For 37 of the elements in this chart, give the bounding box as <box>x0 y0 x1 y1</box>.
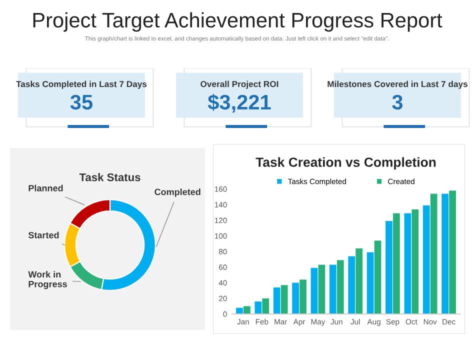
bar <box>273 287 280 314</box>
text: 3 <box>392 94 403 110</box>
slice-label: Work in Progress <box>28 270 67 290</box>
text: Project Target Achievement Progress Report <box>33 12 442 32</box>
bar <box>280 285 288 314</box>
bar <box>300 280 306 314</box>
text: Milestones Covered in Last 7 days <box>328 80 468 89</box>
bar <box>366 252 374 314</box>
text: Overall Project ROI <box>200 80 278 89</box>
bar <box>310 268 318 314</box>
chart-title: Task Status <box>79 173 140 182</box>
text: 35 <box>70 94 92 110</box>
bar <box>254 302 262 314</box>
bar <box>348 256 356 314</box>
bar <box>442 194 448 314</box>
bar <box>412 209 419 314</box>
slice-label: Started <box>28 232 59 238</box>
chart-title: Task Creation vs Completion <box>256 157 436 170</box>
slice-label: Planned <box>28 184 63 192</box>
bar <box>329 264 336 314</box>
bar <box>236 308 243 314</box>
bar <box>336 260 344 314</box>
slice-label: Completed <box>154 188 200 197</box>
bar <box>386 221 392 314</box>
bar <box>318 264 326 314</box>
bar <box>449 190 456 314</box>
bar <box>244 306 250 314</box>
bar <box>374 240 382 314</box>
bar <box>292 282 299 314</box>
bar <box>404 213 412 314</box>
text: Tasks Completed in Last 7 Days <box>16 80 147 89</box>
bar <box>262 298 270 314</box>
bar <box>393 213 400 314</box>
text: $3,221 <box>208 94 271 113</box>
bar <box>422 205 430 314</box>
bar <box>430 194 438 314</box>
bar <box>356 248 363 314</box>
